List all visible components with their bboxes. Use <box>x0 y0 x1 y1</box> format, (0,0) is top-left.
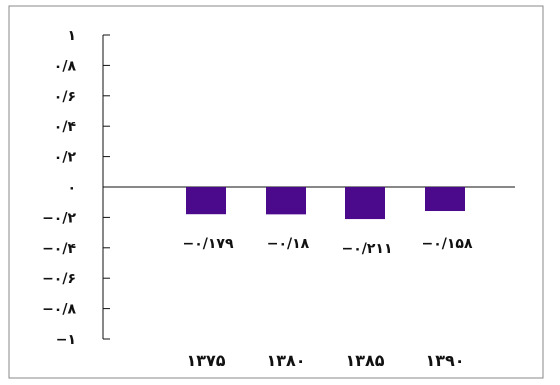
y-tick-label: −۰/۸ <box>42 302 76 318</box>
data-label: −۰/۱۵۸ <box>421 236 472 252</box>
y-tick-label: ۰/۲ <box>54 150 77 166</box>
y-tick-label: ۰ <box>67 180 76 196</box>
y-tick-label: ۱ <box>67 28 76 44</box>
bar <box>425 187 465 212</box>
category-label: ۱۳۸۰ <box>266 351 305 370</box>
category-label: ۱۳۸۵ <box>345 351 384 370</box>
bar <box>186 187 226 215</box>
y-tick-label: −۰/۴ <box>42 241 76 257</box>
y-tick-label: −۰/۶ <box>42 271 76 287</box>
bar <box>345 187 385 220</box>
category-label: ۱۳۹۰ <box>425 351 464 370</box>
category-labels: ۱۳۷۵ ۱۳۸۰ ۱۳۸۵ ۱۳۹۰ <box>186 351 464 370</box>
y-ticks: ۱ ۰/۸ ۰/۶ ۰/۴ ۰/۲ ۰ −۰/۲ −۰/۴ −۰/۶ −۰/۸ −۱ <box>42 28 110 348</box>
y-tick-label: ۰/۸ <box>54 58 77 74</box>
y-tick-label: ۰/۴ <box>54 119 77 135</box>
data-label: −۰/۱۸ <box>267 236 310 252</box>
bars <box>186 187 465 220</box>
y-tick-label: −۰/۲ <box>42 210 76 226</box>
category-label: ۱۳۷۵ <box>186 351 225 370</box>
data-label: −۰/۱۷۹ <box>182 236 233 252</box>
data-label: −۰/۲۱۱ <box>341 241 392 257</box>
y-tick-label: ۰/۶ <box>54 89 76 105</box>
bar <box>266 187 306 215</box>
y-tick-label: −۱ <box>56 332 76 348</box>
data-labels: −۰/۱۷۹ −۰/۱۸ −۰/۲۱۱ −۰/۱۵۸ <box>182 236 472 257</box>
